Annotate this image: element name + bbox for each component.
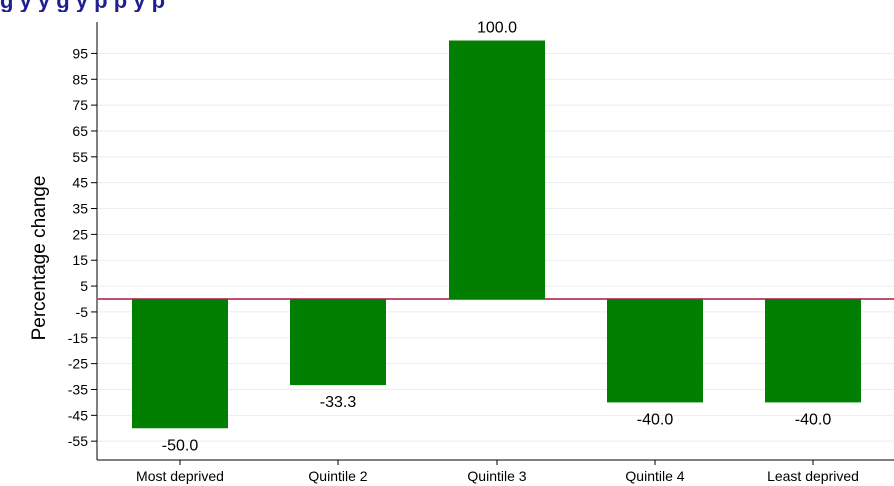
y-axis-label: Percentage change [29,176,50,341]
y-tick-label: 95 [72,45,88,61]
data-labels: -50.0 -33.3 100.0 -40.0 -40.0 [162,20,832,455]
y-tick-label: -45 [68,407,88,423]
x-tick-label: Most deprived [136,468,224,484]
x-tick-label: Quintile 3 [467,468,526,484]
y-tick-label: -15 [68,330,88,346]
bar [132,299,228,429]
bar [607,299,703,403]
bar [449,40,545,299]
y-tick-label: 15 [72,252,88,268]
bar-value-label: -50.0 [162,437,199,454]
y-tick-label: 65 [72,123,88,139]
y-tick-label: -5 [76,304,89,320]
chart-title-fragment: g y y g y p p y p [0,0,894,12]
y-tick-label: 25 [72,226,88,242]
y-tick-label: 85 [72,71,88,87]
y-tick-label: 35 [72,201,88,217]
y-tick-label: 75 [72,97,88,113]
y-tick-label: -55 [68,433,88,449]
y-tick-label: 5 [80,278,88,294]
bar-value-label: -40.0 [795,411,832,428]
y-tick-label: 45 [72,175,88,191]
x-tick-label: Quintile 2 [308,468,367,484]
bars [132,40,861,429]
bar [290,299,386,386]
x-tick-label: Quintile 4 [625,468,684,484]
y-tick-label: -25 [68,356,88,372]
x-tick-label: Least deprived [767,468,859,484]
grid-lines [97,52,894,442]
bar-value-label: -40.0 [637,411,674,428]
y-tick-label: 55 [72,149,88,165]
bar-value-label: 100.0 [477,20,517,37]
y-tick-label: -35 [68,381,88,397]
bar-value-label: -33.3 [320,394,357,411]
bar [765,299,861,403]
